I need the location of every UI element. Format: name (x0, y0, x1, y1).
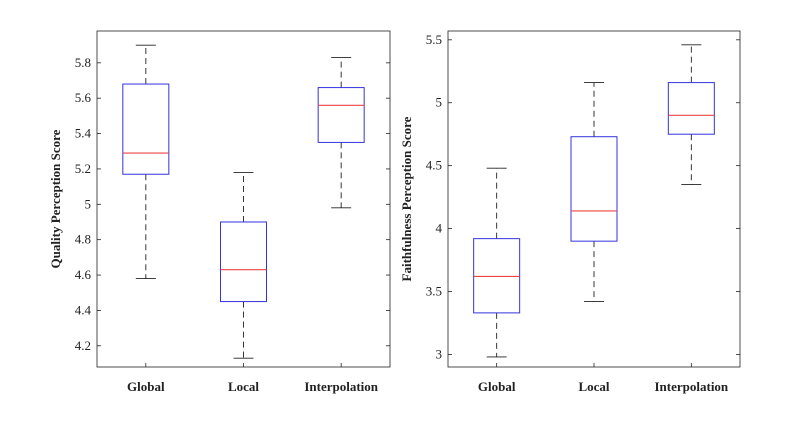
y-axis-label: Faithfulness Perception Score (399, 116, 414, 281)
y-tick-label: 4.8 (75, 232, 91, 247)
y-tick-label: 4.6 (75, 267, 92, 282)
y-tick-label: 5.6 (75, 90, 92, 105)
category-label: Global (127, 379, 165, 394)
y-tick-label: 5 (436, 95, 443, 110)
y-tick-label: 5.2 (75, 161, 91, 176)
faithfulness-boxplot: 3 3.5 4 4.5 5 5.5 Global Local Interpolation Fait… (399, 30, 741, 394)
category-label: Interpolation (654, 379, 728, 394)
y-tick-label: 5.8 (75, 55, 91, 70)
box-interpolation (317, 57, 365, 209)
y-tick-label: 4 (436, 221, 443, 236)
quality-boxplot: 4.2 4.4 4.6 4.8 5 5.2 5.4 5.6 5.8 Global Local Inte… (48, 30, 391, 394)
box-local (570, 82, 618, 303)
box-interpolation (667, 44, 715, 185)
category-label: Local (578, 379, 609, 394)
iqr-box (473, 238, 521, 314)
box-global (122, 44, 170, 280)
iqr-box (122, 83, 170, 175)
y-tick-label: 3.5 (426, 283, 442, 298)
iqr-box (570, 136, 618, 242)
iqr-box (317, 87, 365, 143)
iqr-box (667, 82, 715, 135)
y-tick-label: 5.4 (75, 126, 92, 141)
y-tick-label: 4.5 (426, 158, 442, 173)
box-global (473, 167, 521, 358)
iqr-box (220, 221, 267, 303)
box-local (220, 172, 267, 359)
y-tick-label: 5.5 (426, 32, 442, 47)
y-axis-label: Quality Perception Score (48, 129, 63, 268)
y-tick-label: 3 (436, 346, 443, 361)
y-tick-label: 5 (85, 196, 92, 211)
category-label: Global (478, 379, 516, 394)
category-label: Interpolation (304, 379, 378, 394)
category-label: Local (228, 379, 259, 394)
y-tick-label: 4.2 (75, 338, 91, 353)
y-tick-label: 4.4 (75, 302, 92, 317)
